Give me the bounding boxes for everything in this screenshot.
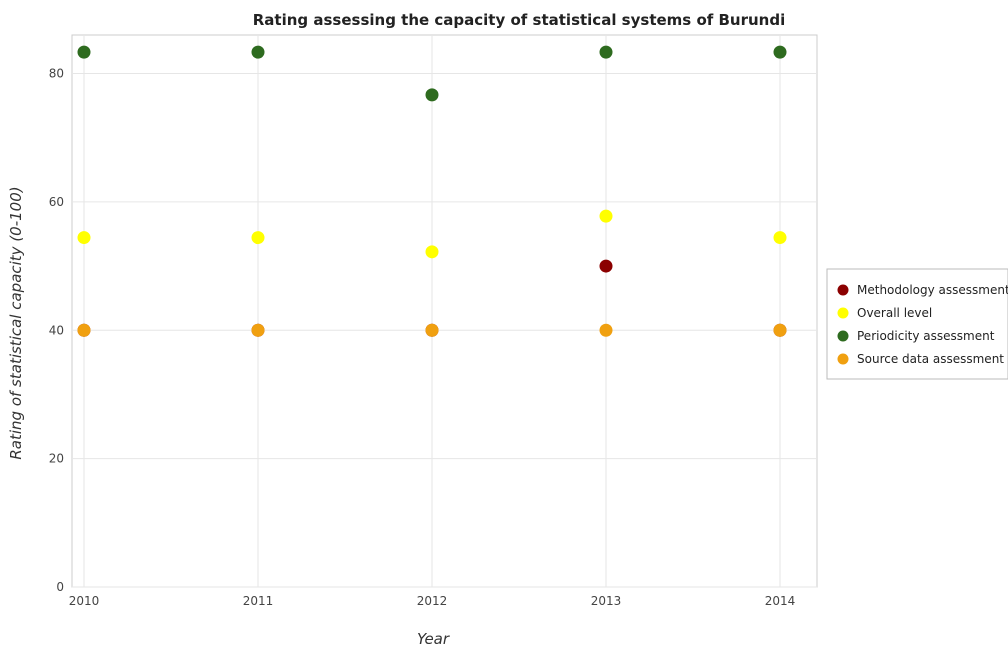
legend-marker — [837, 307, 849, 319]
data-points — [77, 45, 787, 337]
legend-box — [826, 268, 1008, 380]
data-point — [773, 45, 787, 59]
x-tick-label: 2011 — [243, 594, 274, 608]
plot-area — [71, 34, 818, 588]
legend-label: Overall level — [857, 306, 932, 320]
legend: Methodology assessment Overall level Perio… — [826, 268, 1008, 380]
data-point — [77, 45, 91, 59]
data-point — [425, 88, 439, 102]
legend-marker — [837, 353, 849, 365]
data-point — [773, 323, 787, 337]
data-point — [77, 323, 91, 337]
gridlines — [72, 35, 817, 588]
x-tick-label: 2012 — [417, 594, 448, 608]
data-point — [599, 209, 613, 223]
x-axis-ticks: 2010 2011 2012 2013 2014 — [69, 594, 796, 608]
x-tick-label: 2010 — [69, 594, 100, 608]
data-point — [251, 45, 265, 59]
data-point — [599, 259, 613, 273]
y-tick-label: 20 — [49, 452, 64, 466]
legend-marker — [837, 284, 849, 296]
chart-title: Rating assessing the capacity of statist… — [253, 11, 786, 29]
y-tick-label: 0 — [56, 580, 64, 594]
data-point — [251, 231, 265, 245]
y-tick-label: 60 — [49, 195, 64, 209]
x-axis-label: Year — [417, 630, 450, 648]
x-tick-label: 2014 — [765, 594, 796, 608]
y-tick-label: 40 — [49, 323, 64, 337]
plot-frame — [71, 34, 818, 588]
legend-marker — [837, 330, 849, 342]
y-axis-ticks: 0 20 40 60 80 — [49, 67, 64, 594]
x-tick-label: 2013 — [591, 594, 622, 608]
data-point — [77, 231, 91, 245]
y-axis-label: Rating of statistical capacity (0-100) — [7, 186, 25, 459]
y-tick-label: 80 — [49, 67, 64, 81]
data-point — [251, 323, 265, 337]
data-point — [599, 45, 613, 59]
legend-label: Periodicity assessment — [857, 329, 995, 343]
data-point — [425, 323, 439, 337]
legend-label: Methodology assessment — [857, 283, 1008, 297]
data-point — [425, 245, 439, 259]
legend-label: Source data assessment — [857, 352, 1004, 366]
data-point — [599, 323, 613, 337]
data-point — [773, 231, 787, 245]
